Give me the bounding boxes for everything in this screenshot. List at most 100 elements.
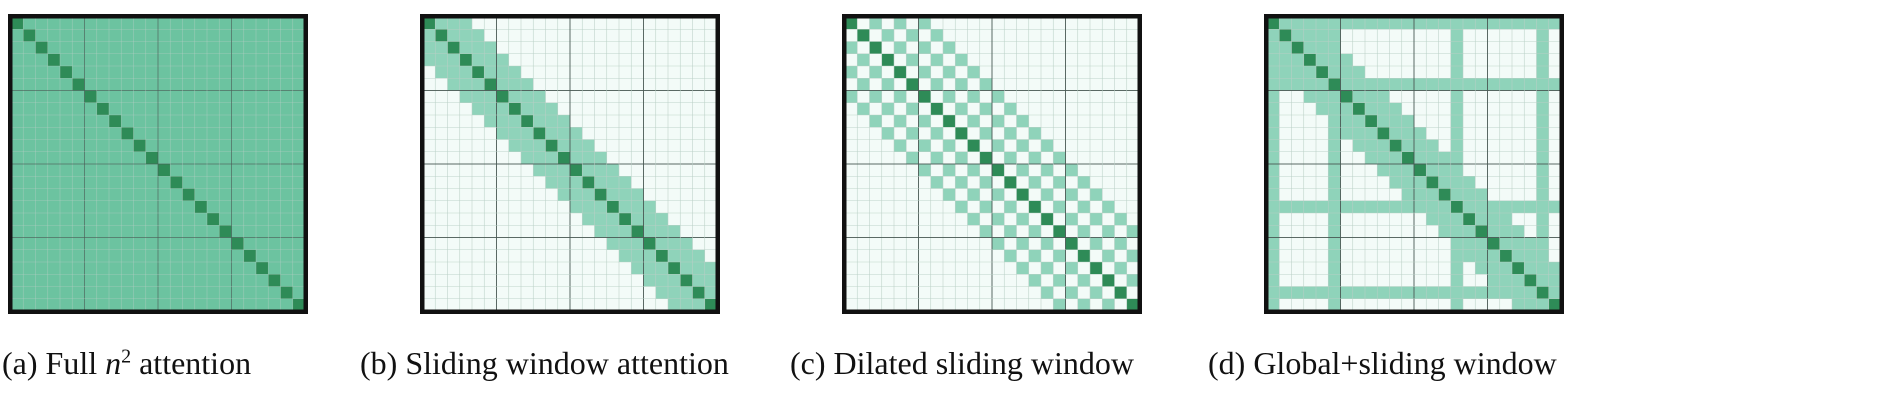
- empty-cell: [1303, 151, 1317, 165]
- attended-cell: [207, 66, 220, 79]
- empty-cell: [472, 249, 485, 263]
- empty-cell: [1291, 115, 1305, 128]
- attended-cell: [1512, 286, 1525, 300]
- attended-cell: [121, 102, 134, 116]
- empty-cell: [1126, 262, 1140, 275]
- empty-cell: [508, 249, 522, 263]
- attended-cell: [545, 115, 559, 128]
- empty-cell: [668, 164, 681, 177]
- empty-cell: [447, 139, 461, 153]
- empty-cell: [1279, 164, 1292, 177]
- attended-cell: [1303, 90, 1317, 104]
- diagonal-cell: [23, 29, 36, 42]
- attended-cell: [594, 151, 608, 165]
- empty-cell: [943, 53, 956, 67]
- attended-cell: [11, 102, 24, 116]
- attended-cell: [533, 102, 546, 116]
- attended-cell: [96, 66, 110, 79]
- empty-cell: [1463, 53, 1476, 67]
- attended-cell: [170, 53, 183, 67]
- empty-cell: [979, 139, 993, 153]
- empty-cell: [1090, 41, 1103, 55]
- empty-cell: [570, 17, 583, 30]
- diagonal-cell: [1004, 176, 1017, 189]
- empty-cell: [1389, 29, 1403, 42]
- attended-cell: [96, 249, 110, 263]
- empty-cell: [881, 286, 895, 300]
- attended-cell: [668, 237, 681, 251]
- diagonal-cell: [545, 139, 559, 153]
- empty-cell: [930, 188, 944, 202]
- diagonal-cell: [594, 188, 608, 202]
- attended-cell: [472, 90, 485, 104]
- empty-cell: [1126, 66, 1140, 79]
- empty-cell: [992, 176, 1005, 189]
- empty-cell: [594, 102, 608, 116]
- empty-cell: [967, 102, 981, 116]
- empty-cell: [1389, 274, 1403, 287]
- empty-cell: [1279, 237, 1292, 251]
- global-sliding-window-matrix: [1264, 14, 1564, 314]
- attended-cell: [35, 17, 49, 30]
- attended-cell: [521, 78, 534, 91]
- attended-cell: [955, 102, 968, 116]
- attended-cell: [145, 225, 159, 238]
- empty-cell: [472, 127, 485, 140]
- attended-cell: [60, 90, 73, 104]
- empty-cell: [1291, 102, 1305, 116]
- empty-cell: [1090, 151, 1103, 165]
- empty-cell: [1414, 41, 1427, 55]
- empty-cell: [1004, 78, 1017, 91]
- attended-cell: [96, 200, 110, 214]
- empty-cell: [692, 139, 706, 153]
- empty-cell: [906, 237, 919, 251]
- attended-cell: [207, 139, 220, 153]
- attended-cell: [158, 139, 171, 153]
- attended-cell: [1548, 78, 1562, 91]
- empty-cell: [704, 188, 718, 202]
- empty-cell: [631, 102, 644, 116]
- attended-cell: [72, 66, 85, 79]
- empty-cell: [1090, 115, 1103, 128]
- attended-cell: [869, 17, 883, 30]
- empty-cell: [979, 262, 993, 275]
- attended-cell: [292, 249, 306, 263]
- empty-cell: [1114, 188, 1128, 202]
- empty-cell: [1028, 66, 1042, 79]
- empty-cell: [955, 298, 968, 312]
- empty-cell: [643, 139, 657, 153]
- empty-cell: [979, 298, 993, 312]
- empty-cell: [943, 29, 956, 42]
- empty-cell: [1340, 225, 1354, 238]
- attended-cell: [1077, 274, 1091, 287]
- empty-cell: [692, 213, 706, 226]
- empty-cell: [930, 17, 944, 30]
- empty-cell: [881, 225, 895, 238]
- attended-cell: [1316, 200, 1329, 214]
- attended-cell: [906, 151, 919, 165]
- empty-cell: [918, 225, 932, 238]
- empty-cell: [918, 29, 932, 42]
- empty-cell: [943, 17, 956, 30]
- matrix-border: [842, 14, 1142, 314]
- empty-cell: [918, 176, 932, 189]
- attended-cell: [680, 298, 693, 312]
- empty-cell: [1487, 127, 1501, 140]
- diagonal-cell: [508, 102, 522, 116]
- attended-cell: [631, 249, 644, 263]
- attended-cell: [170, 41, 183, 55]
- attended-cell: [194, 102, 208, 116]
- diagonal-cell: [435, 29, 448, 42]
- attended-cell: [1389, 164, 1403, 177]
- empty-cell: [435, 274, 448, 287]
- attended-cell: [11, 29, 24, 42]
- attended-cell: [447, 53, 461, 67]
- attended-cell: [423, 53, 436, 67]
- attended-cell: [96, 188, 110, 202]
- attended-cell: [955, 151, 968, 165]
- attended-cell: [231, 102, 245, 116]
- empty-cell: [1053, 78, 1066, 91]
- attended-cell: [109, 225, 122, 238]
- empty-cell: [1389, 53, 1403, 67]
- attended-cell: [109, 188, 122, 202]
